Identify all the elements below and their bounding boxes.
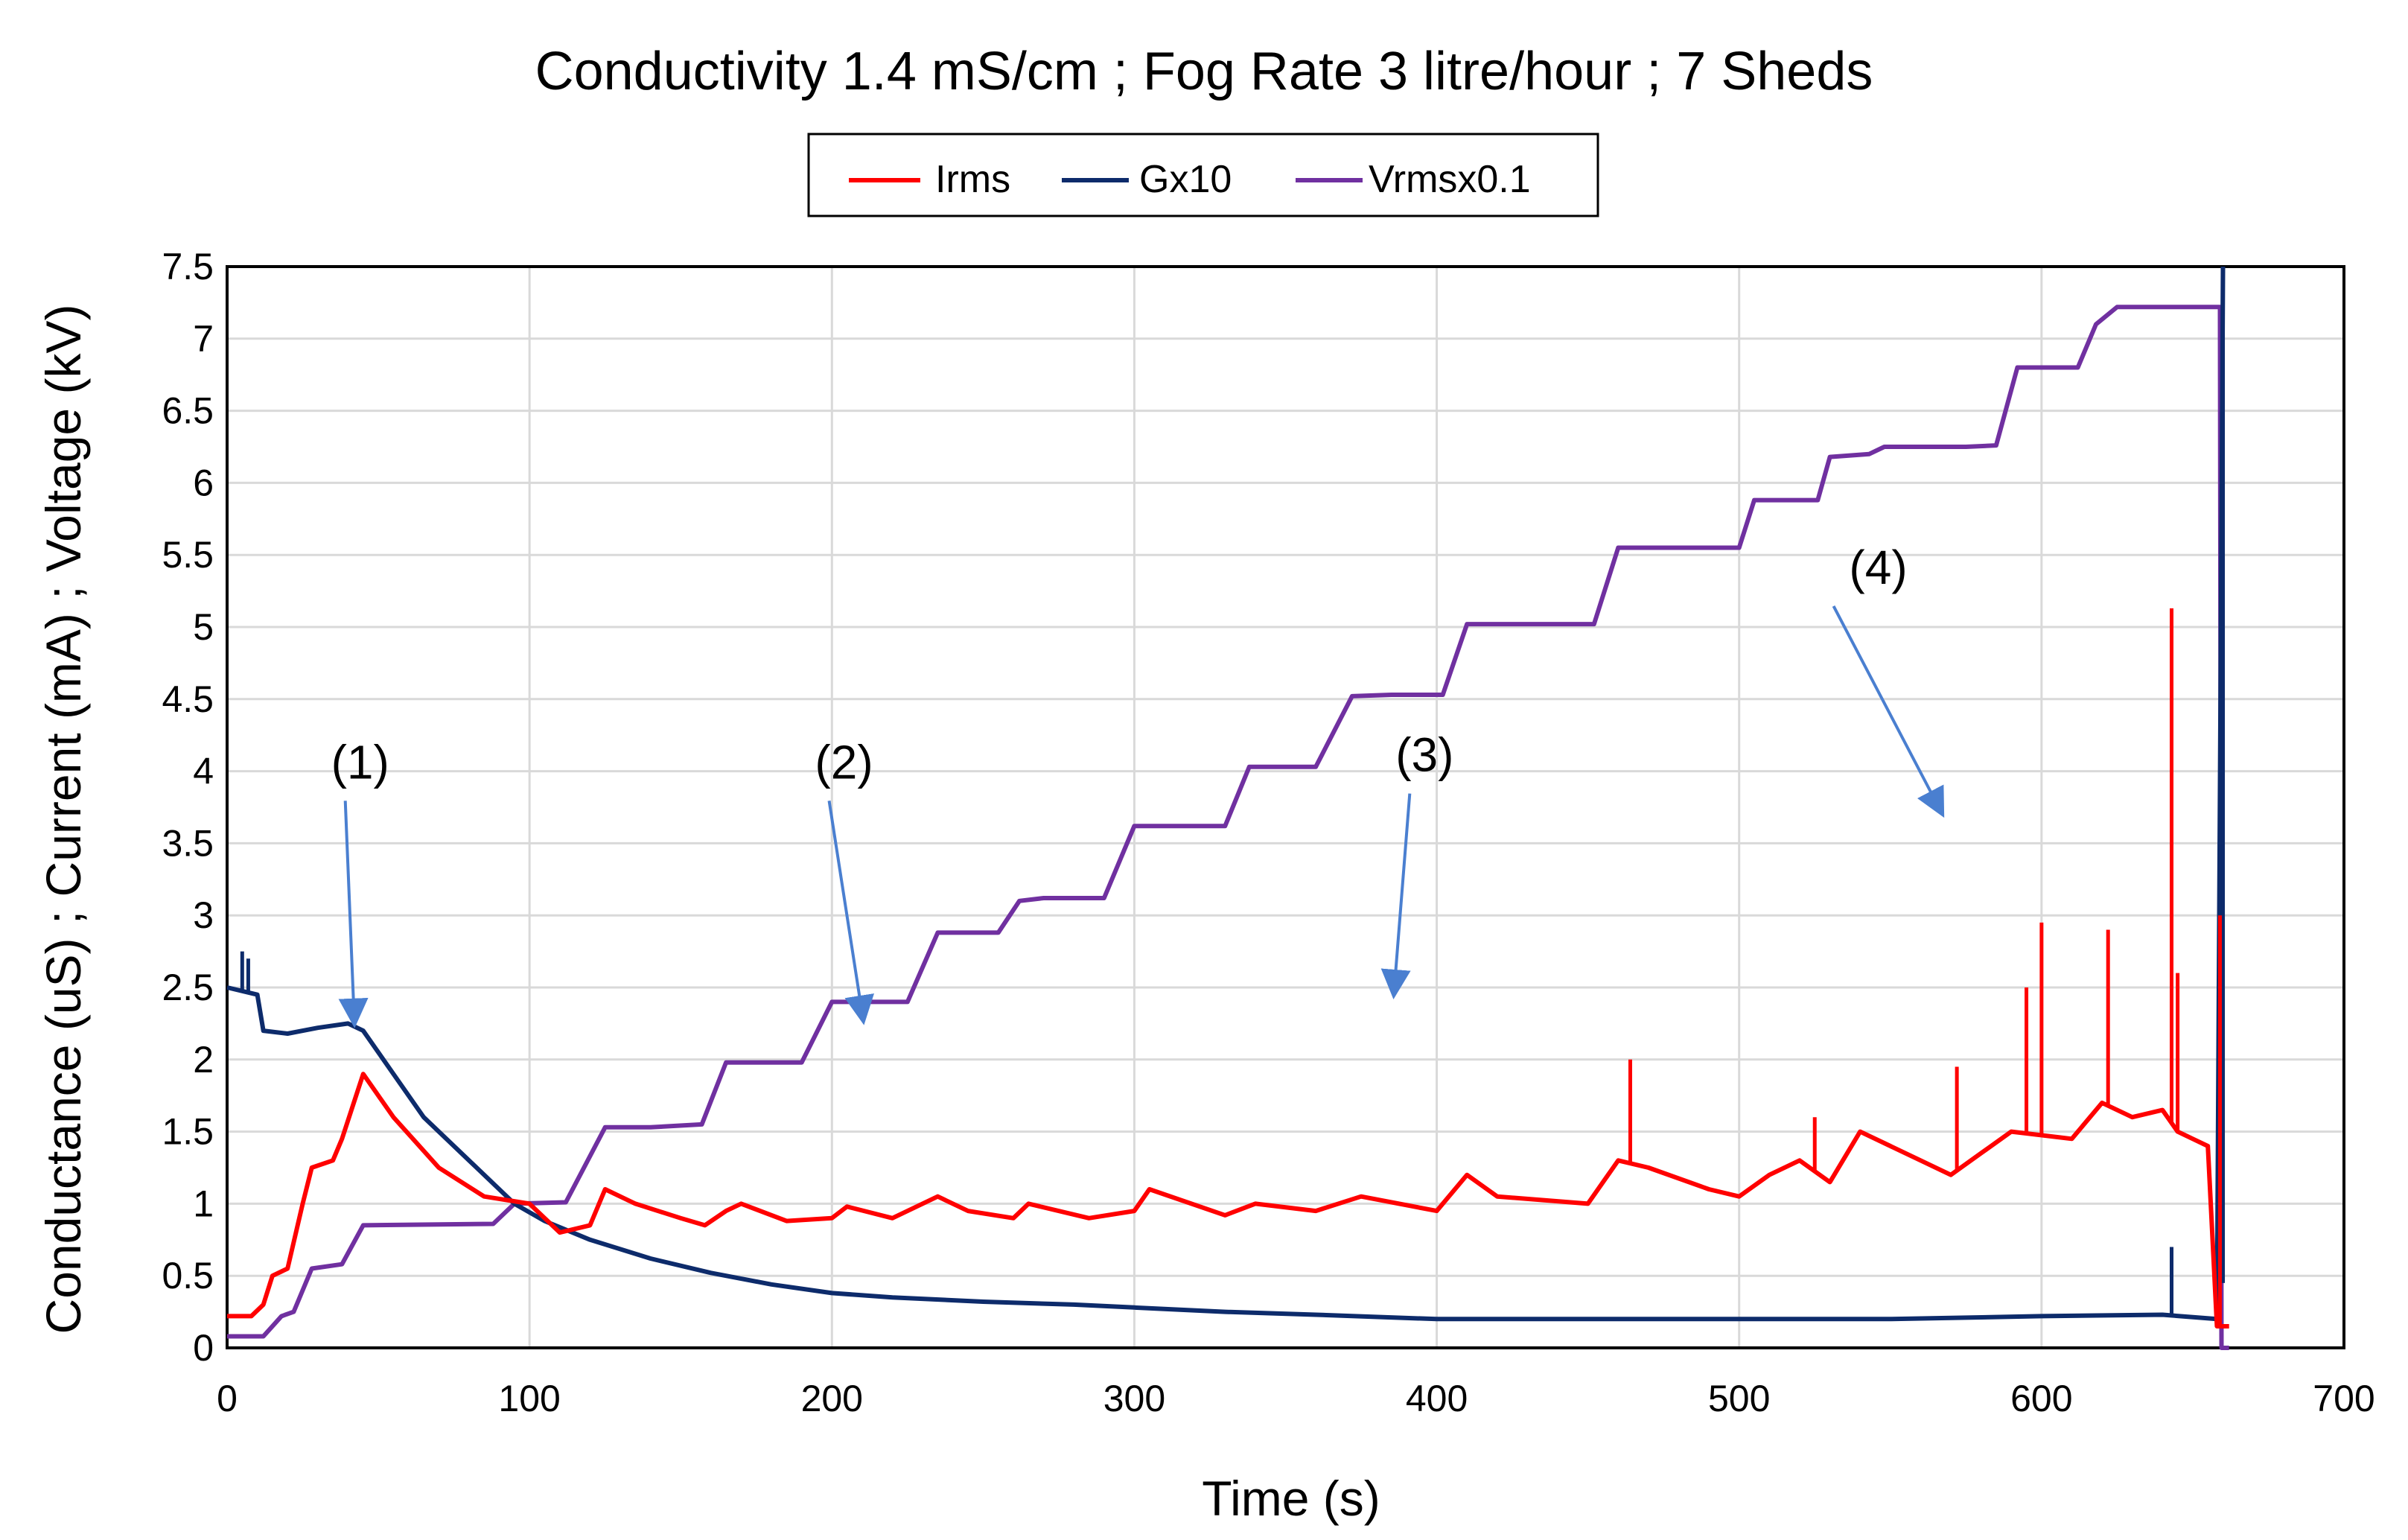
chart-title: Conductivity 1.4 mS/cm ; Fog Rate 3 litr… — [535, 42, 1873, 101]
y-tick-label: 0.5 — [162, 1255, 214, 1296]
y-tick-label: 7.5 — [162, 246, 214, 287]
y-axis-label: Conductance (uS) ; Current (mA) ; Voltag… — [36, 305, 91, 1334]
series-line — [227, 305, 2229, 1350]
legend-box — [807, 133, 1599, 217]
legend-label-irms: Irms — [935, 158, 1010, 201]
annotation-4: (4) — [1832, 541, 1945, 818]
annotation-arrow — [827, 800, 874, 1025]
plot-area-frame — [226, 265, 2345, 1349]
y-tick-label: 2 — [193, 1039, 214, 1081]
series-irms — [227, 608, 2229, 1329]
x-tick-label: 400 — [1406, 1378, 1468, 1419]
y-tick-label: 5 — [193, 606, 214, 648]
legend: Irms Gx10 Vrmsx0.1 — [807, 133, 1599, 217]
annotation-1: (1) — [331, 735, 389, 1028]
y-tick-label: 3.5 — [162, 822, 214, 864]
x-tick-label: 600 — [2010, 1378, 2072, 1419]
y-tick-label: 0 — [193, 1327, 214, 1369]
annotation-label: (3) — [1395, 728, 1453, 782]
y-tick-label: 1 — [193, 1183, 214, 1224]
annotation-arrow — [1380, 793, 1412, 999]
x-axis-ticks: 0 100 200 300 400 500 600 700 — [217, 1378, 2375, 1419]
x-tick-label: 100 — [498, 1378, 560, 1419]
annotation-arrow — [338, 801, 369, 1028]
series-layer — [226, 266, 2229, 1350]
y-tick-label: 6.5 — [162, 390, 214, 432]
x-tick-label: 700 — [2313, 1378, 2374, 1419]
x-tick-label: 0 — [217, 1378, 238, 1419]
annotation-3: (3) — [1380, 728, 1453, 999]
annotation-2: (2) — [815, 735, 874, 1025]
x-tick-label: 300 — [1103, 1378, 1165, 1419]
series-vrmsx01 — [227, 305, 2229, 1350]
x-tick-label: 200 — [801, 1378, 863, 1419]
x-axis-label: Time (s) — [1202, 1471, 1380, 1526]
annotations: (1) (2) (3) (4) — [331, 541, 1945, 1028]
series-line — [227, 1072, 2229, 1329]
y-tick-label: 2.5 — [162, 967, 214, 1008]
annotation-label: (1) — [331, 735, 389, 789]
y-tick-label: 4 — [193, 751, 214, 792]
y-tick-label: 7 — [193, 318, 214, 360]
y-tick-label: 5.5 — [162, 534, 214, 576]
legend-label-vrms: Vrmsx0.1 — [1369, 158, 1531, 201]
y-tick-label: 3 — [193, 894, 214, 936]
y-tick-label: 1.5 — [162, 1111, 214, 1153]
y-axis-ticks: 0 0.5 1 1.5 2 2.5 3 3.5 4 4.5 5 5.5 6 6.5 7 7.5 — [162, 246, 214, 1369]
annotation-label: (4) — [1849, 541, 1907, 594]
legend-label-gx10: Gx10 — [1139, 158, 1232, 201]
annotation-arrow — [1832, 605, 1945, 818]
x-tick-label: 500 — [1708, 1378, 1770, 1419]
y-tick-label: 4.5 — [162, 678, 214, 720]
y-tick-label: 6 — [193, 462, 214, 503]
annotation-label: (2) — [815, 735, 873, 789]
gridlines — [226, 265, 2345, 1349]
